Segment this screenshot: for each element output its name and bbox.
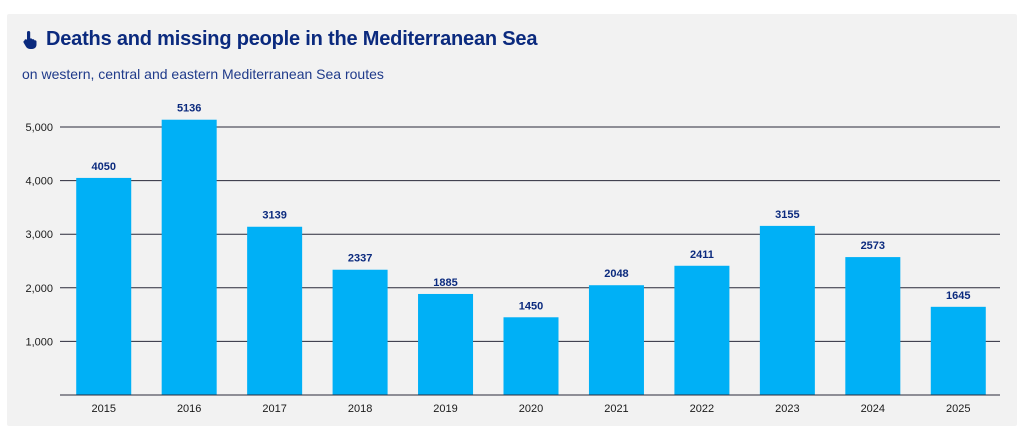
x-tick-label-2025: 2025 — [946, 403, 970, 415]
chart-title: Deaths and missing people in the Mediter… — [46, 28, 538, 50]
value-label-2023: 3155 — [775, 209, 799, 221]
x-tick-label-2023: 2023 — [775, 403, 799, 415]
x-tick-label-2022: 2022 — [690, 403, 714, 415]
title-row: Deaths and missing people in the Mediter… — [22, 28, 537, 51]
x-tick-label-2019: 2019 — [433, 403, 457, 415]
bar-2023 — [759, 225, 815, 395]
x-tick-label-2024: 2024 — [861, 403, 885, 415]
bar-2018 — [332, 269, 388, 395]
value-label-2025: 1645 — [946, 290, 970, 302]
value-label-2015: 4050 — [91, 161, 115, 173]
x-tick-label-2017: 2017 — [262, 403, 286, 415]
bar-2019 — [418, 293, 474, 395]
bar-2022 — [674, 265, 730, 395]
y-tick-label-3000: 3,000 — [25, 229, 53, 241]
bar-2015 — [76, 177, 132, 395]
x-tick-label-2015: 2015 — [91, 403, 115, 415]
value-label-2022: 2411 — [690, 249, 714, 261]
value-label-2018: 2337 — [348, 253, 372, 265]
value-label-2024: 2573 — [861, 240, 885, 252]
x-tick-label-2016: 2016 — [177, 403, 201, 415]
y-tick-label-1000: 1,000 — [25, 336, 53, 348]
x-tick-label-2021: 2021 — [604, 403, 628, 415]
pointing-hand-icon — [22, 30, 38, 50]
bar-2021 — [588, 285, 644, 395]
value-label-2016: 5136 — [177, 103, 201, 115]
y-tick-label-5000: 5,000 — [25, 122, 53, 134]
bar-2024 — [845, 257, 901, 395]
bar-2020 — [503, 317, 559, 395]
y-tick-label-4000: 4,000 — [25, 176, 53, 188]
x-tick-label-2020: 2020 — [519, 403, 543, 415]
bar-2017 — [247, 226, 303, 395]
value-label-2019: 1885 — [433, 277, 457, 289]
value-label-2021: 2048 — [604, 268, 628, 280]
bar-2025 — [930, 306, 986, 395]
x-tick-label-2018: 2018 — [348, 403, 372, 415]
value-label-2017: 3139 — [262, 210, 286, 222]
value-label-2020: 1450 — [519, 300, 543, 312]
bar-2016 — [161, 119, 217, 396]
y-tick-label-2000: 2,000 — [25, 283, 53, 295]
chart-subtitle: on western, central and eastern Mediterr… — [22, 66, 384, 82]
